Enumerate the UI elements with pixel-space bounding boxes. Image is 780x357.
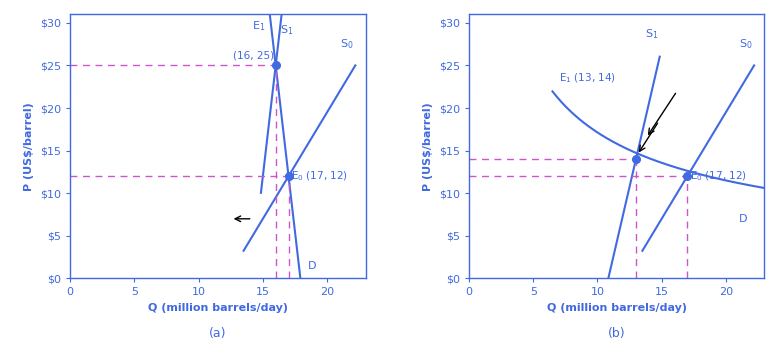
Text: (b): (b) — [608, 327, 626, 340]
Y-axis label: P (US$/barrel): P (US$/barrel) — [24, 102, 34, 191]
Text: E$_0$ (17, 12): E$_0$ (17, 12) — [291, 170, 348, 183]
Text: S$_0$: S$_0$ — [340, 37, 353, 51]
Text: (16, 25): (16, 25) — [233, 50, 275, 60]
X-axis label: Q (million barrels/day): Q (million barrels/day) — [547, 303, 686, 313]
Text: S$_0$: S$_0$ — [739, 37, 752, 51]
Text: D: D — [739, 214, 747, 224]
Text: S$_1$: S$_1$ — [645, 27, 658, 41]
Text: E$_1$: E$_1$ — [252, 19, 266, 33]
Text: D: D — [308, 261, 317, 271]
Text: E$_0$ (17, 12): E$_0$ (17, 12) — [690, 170, 747, 183]
Y-axis label: P (US$/barrel): P (US$/barrel) — [424, 102, 433, 191]
Text: E$_1$ (13, 14): E$_1$ (13, 14) — [559, 71, 616, 85]
X-axis label: Q (million barrels/day): Q (million barrels/day) — [148, 303, 288, 313]
Text: S$_1$: S$_1$ — [279, 23, 293, 37]
Text: (a): (a) — [209, 327, 227, 340]
